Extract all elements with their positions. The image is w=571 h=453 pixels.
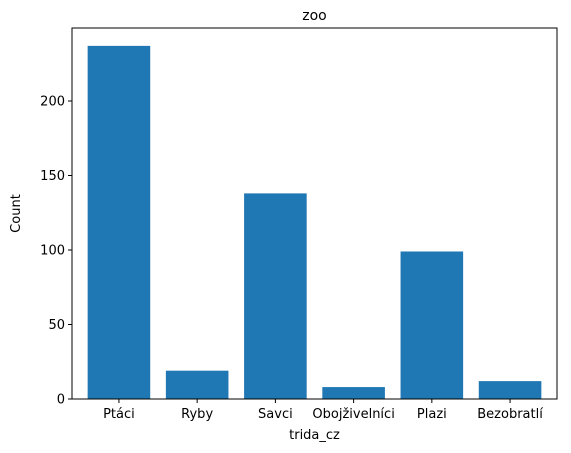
y-tick-label-3: 150 bbox=[40, 169, 65, 184]
y-tick-label-1: 50 bbox=[48, 318, 65, 333]
x-tick-label-4: Plazi bbox=[417, 407, 447, 422]
bars-group bbox=[87, 45, 542, 399]
x-tick-label-1: Ryby bbox=[181, 407, 213, 422]
bar-0 bbox=[87, 45, 151, 399]
x-tick-label-5: Bezobratlí bbox=[477, 407, 543, 422]
x-tick-label-3: Obojživelníci bbox=[312, 407, 394, 422]
y-tick-label-4: 200 bbox=[40, 95, 65, 110]
y-tick-label-0: 0 bbox=[57, 393, 65, 408]
x-axis-label: trida_cz bbox=[289, 428, 340, 443]
bar-5 bbox=[478, 381, 542, 399]
bar-1 bbox=[165, 370, 229, 399]
y-ticks-group: 0 50 100 150 200 bbox=[40, 95, 72, 408]
bar-4 bbox=[400, 251, 464, 399]
y-tick-label-2: 100 bbox=[40, 244, 65, 259]
x-tick-label-2: Savci bbox=[258, 407, 293, 422]
plot-frame bbox=[71, 27, 558, 400]
bar-2 bbox=[244, 193, 307, 399]
x-ticks-group: Ptáci Ryby Savci Obojživelníci Plazi Bezobrat… bbox=[103, 399, 543, 422]
chart-title: zoo bbox=[302, 8, 326, 24]
bar-3 bbox=[322, 387, 385, 399]
y-axis-label: Count bbox=[9, 194, 24, 233]
x-tick-label-0: Ptáci bbox=[103, 407, 135, 422]
